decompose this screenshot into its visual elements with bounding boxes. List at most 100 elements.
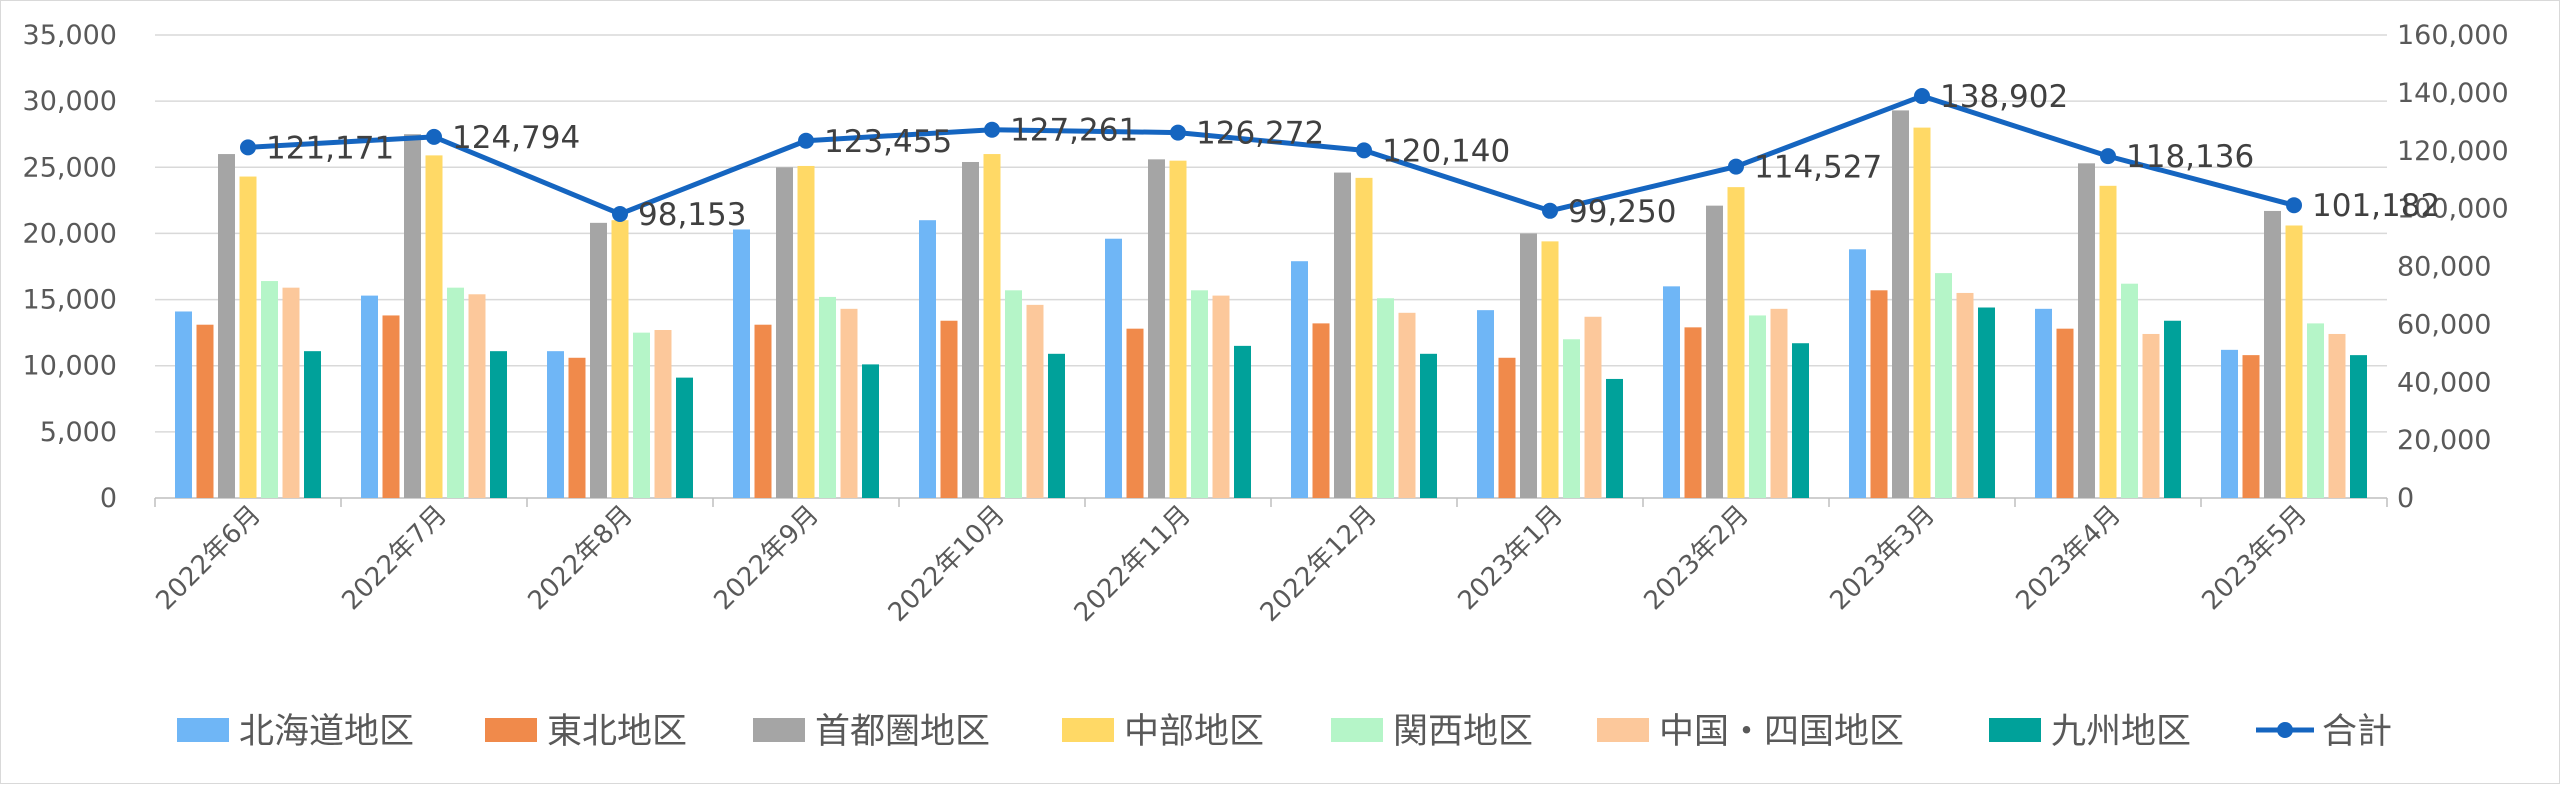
bar <box>1520 233 1537 498</box>
total-data-labels: 121,171 124,794 98,153 123,455 127,261 126,27… <box>266 79 2440 233</box>
bar <box>1026 304 1044 498</box>
total-data-label: 127,261 <box>1010 113 1138 149</box>
bar <box>2307 323 2324 498</box>
legend-swatch <box>1989 718 2041 742</box>
bar <box>1355 177 1373 498</box>
bar <box>733 229 750 498</box>
bar <box>862 364 879 498</box>
bar <box>1169 160 1187 498</box>
bar <box>1978 307 1995 498</box>
x-axis-tick-label: 2022年9月 <box>708 500 824 616</box>
right-axis-tick-label: 40,000 <box>2397 367 2491 398</box>
legend-swatch <box>177 718 229 742</box>
total-point <box>1728 158 1744 175</box>
bar <box>2078 163 2095 498</box>
total-point <box>426 128 442 145</box>
bar <box>361 295 378 498</box>
total-point <box>1170 124 1186 141</box>
right-axis-tick-label: 100,000 <box>2397 194 2509 225</box>
x-axis-tick-label: 2022年7月 <box>336 500 452 616</box>
total-data-label: 99,250 <box>1568 194 1676 230</box>
right-axis-tick-label: 80,000 <box>2397 252 2491 283</box>
bar <box>1191 290 1208 498</box>
total-data-label: 114,527 <box>1754 150 1882 186</box>
bar <box>1956 292 1974 498</box>
bar <box>2142 333 2160 498</box>
x-axis-tick-label: 2022年10月 <box>883 500 1011 628</box>
legend-swatch <box>753 718 805 742</box>
bar <box>611 220 629 498</box>
bar <box>1126 328 1144 498</box>
legend-label: 中部地区 <box>1124 712 1264 752</box>
total-line <box>247 93 2295 217</box>
total-point <box>2100 148 2116 165</box>
x-axis-tick-label: 2022年6月 <box>150 500 266 616</box>
total-data-label: 121,171 <box>266 130 394 166</box>
legend-label: 首都圏地区 <box>815 712 990 752</box>
legend-label: 北海道地区 <box>239 712 414 752</box>
left-axis-tick-label: 20,000 <box>23 218 117 249</box>
left-axis-tick-label: 5,000 <box>40 417 117 448</box>
bar <box>196 324 214 498</box>
legend-swatch <box>1062 718 1114 742</box>
legend-swatch <box>485 718 537 742</box>
bar <box>2350 355 2367 498</box>
bar <box>2221 349 2238 498</box>
x-axis-tick-label: 2022年11月 <box>1069 500 1197 628</box>
bar <box>983 154 1001 499</box>
bar <box>2099 185 2117 498</box>
total-data-label: 123,455 <box>824 124 952 160</box>
left-axis-tick-label: 0 <box>100 483 117 514</box>
right-axis-ticks: 0 20,000 40,000 60,000 80,000 100,000 120,000 1… <box>2397 20 2509 514</box>
bar <box>2121 283 2138 498</box>
bar <box>1377 298 1394 498</box>
bar <box>2035 308 2052 498</box>
total-point <box>984 121 1000 138</box>
x-axis-tick-label: 2023年5月 <box>2196 500 2312 616</box>
bar <box>2285 225 2303 498</box>
legend-label: 東北地区 <box>547 712 687 752</box>
bar <box>261 281 278 498</box>
bar <box>1892 110 1909 498</box>
total-point <box>240 139 256 156</box>
bar <box>1334 172 1351 498</box>
bar <box>654 329 672 498</box>
bar <box>568 357 586 498</box>
bar <box>940 320 958 498</box>
bar <box>1541 241 1559 498</box>
total-point <box>1542 202 1558 219</box>
right-axis-tick-label: 140,000 <box>2397 78 2509 109</box>
legend-label: 九州地区 <box>2051 712 2191 752</box>
bar <box>2056 328 2074 498</box>
x-axis-tick-label: 2023年3月 <box>1824 500 1940 616</box>
bar <box>962 161 979 498</box>
total-point <box>798 132 814 149</box>
x-axis-tick-label: 2022年12月 <box>1255 500 1383 628</box>
right-axis-tick-label: 120,000 <box>2397 136 2509 167</box>
bar <box>1477 310 1494 498</box>
bar <box>1663 286 1680 498</box>
bar-series <box>175 110 2367 499</box>
total-data-label: 120,140 <box>1382 133 1510 169</box>
legend-label: 合計 <box>2322 712 2392 752</box>
bar <box>2328 333 2346 498</box>
x-axis-tick-label: 2022年8月 <box>522 500 638 616</box>
gridlines <box>155 34 2387 433</box>
bar <box>490 351 507 498</box>
bar <box>1291 261 1308 498</box>
legend-swatch <box>1597 718 1649 742</box>
legend-line-marker <box>2277 722 2293 738</box>
legend-swatch <box>1331 718 1383 742</box>
total-data-label: 124,794 <box>452 120 580 156</box>
x-axis-tick-label: 2023年4月 <box>2010 500 2126 616</box>
bar <box>382 315 400 498</box>
bar <box>1312 323 1330 498</box>
total-data-label: 138,902 <box>1940 79 2068 115</box>
total-point <box>2286 197 2302 214</box>
total-data-label: 98,153 <box>638 197 746 233</box>
bar <box>218 154 235 499</box>
total-point <box>612 205 628 222</box>
bar <box>1749 315 1766 498</box>
